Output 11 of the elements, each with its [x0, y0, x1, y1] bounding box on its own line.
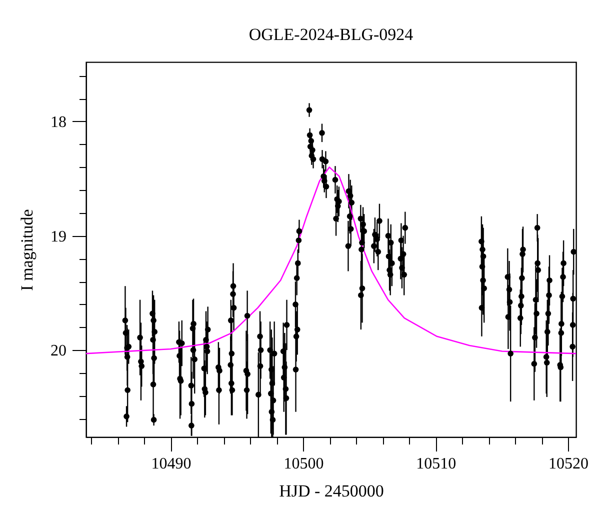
chart-title: OGLE-2024-BLG-0924: [248, 25, 414, 44]
y-axis-title: I magnitude: [18, 209, 36, 291]
y-tick-label: 20: [50, 342, 66, 360]
x-tick-label: 10500: [284, 456, 324, 472]
line-series: [86, 166, 576, 354]
x-tick-label: 10490: [151, 456, 192, 472]
y-tick-label: 18: [50, 114, 66, 131]
x-tick-label: 10510: [416, 456, 456, 472]
x-axis-title: HJD - 2450000: [279, 482, 384, 500]
y-tick-label: 19: [50, 228, 66, 246]
x-tick-label: 10520: [548, 456, 589, 472]
